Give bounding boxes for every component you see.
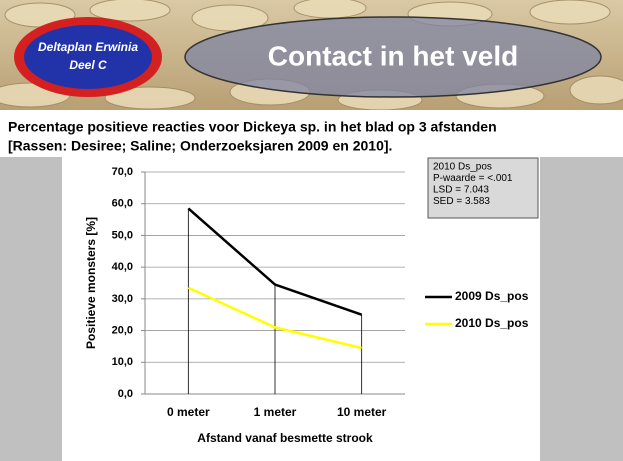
y-tick-label: 70,0 [112,166,133,178]
subtitle: Percentage positieve reacties voor Dicke… [8,119,497,135]
stats-text: P-waarde = <.001 [433,173,513,184]
y-tick-label: 40,0 [112,261,133,273]
stats-text: LSD = 7.043 [433,185,489,196]
stats-text: SED = 3.583 [433,196,490,207]
x-tick-label: 10 meter [337,405,387,419]
x-axis-label: Afstand vanaf besmette strook [197,431,373,445]
legend-label: 2010 Ds_pos [455,316,529,330]
legend-label: 2009 Ds_pos [455,289,529,303]
x-tick-label: 1 meter [254,405,297,419]
y-tick-label: 50,0 [112,229,133,241]
x-tick-label: 0 meter [167,405,210,419]
subtitle: [Rassen: Desiree; Saline; Onderzoeksjare… [8,138,392,154]
y-tick-label: 10,0 [112,356,133,368]
y-tick-label: 0,0 [118,388,133,400]
y-axis-label: Positieve monsters [%] [84,217,98,349]
badge-text: Deltaplan Erwinia [38,40,138,54]
badge-text: Deel C [69,58,107,72]
y-tick-label: 60,0 [112,198,133,210]
stats-text: 2010 Ds_pos [433,162,492,173]
slide: Deltaplan Erwinia Deel C Contact in het … [0,0,623,461]
y-tick-label: 20,0 [112,324,133,336]
slide-title: Contact in het veld [268,40,518,71]
badge-inner [24,25,152,89]
y-tick-label: 30,0 [112,293,133,305]
